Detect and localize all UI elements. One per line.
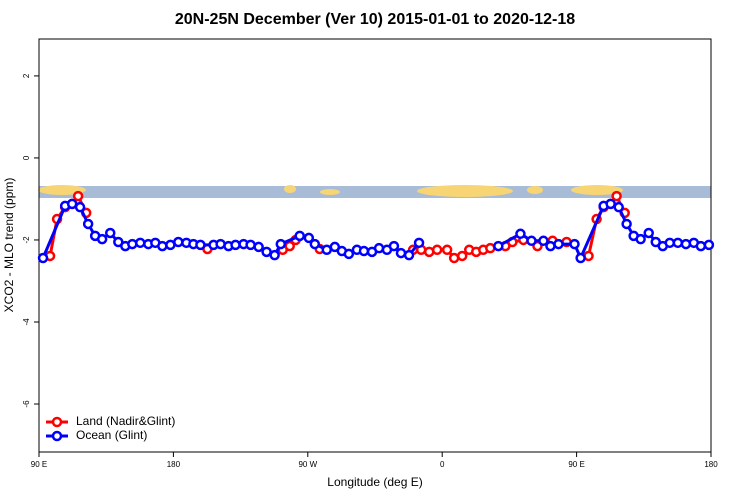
point	[575, 252, 586, 264]
point	[343, 248, 355, 260]
point	[569, 238, 580, 250]
point	[309, 238, 321, 250]
point	[695, 240, 707, 252]
point	[173, 236, 184, 248]
point	[441, 244, 453, 256]
point	[413, 237, 425, 249]
point	[104, 227, 116, 239]
point	[269, 249, 280, 261]
x-tick-label: 180	[167, 460, 181, 469]
point	[680, 238, 692, 250]
legend-label: Land (Nadir&Glint)	[76, 414, 175, 428]
x-tick-label: 180	[704, 460, 718, 469]
legend-marker	[51, 430, 63, 442]
point	[395, 247, 407, 259]
point	[664, 237, 676, 249]
point	[515, 228, 526, 240]
x-axis-label: Longitude (deg E)	[327, 475, 422, 489]
point	[127, 238, 138, 250]
point	[96, 233, 108, 245]
point	[613, 201, 624, 213]
point	[261, 246, 272, 258]
point	[672, 237, 684, 249]
x-tick-label: 90 E	[31, 460, 47, 469]
point	[245, 239, 256, 251]
point	[388, 240, 400, 252]
y-axis-label: XCO2 - MLO trend (ppm)	[2, 178, 16, 313]
point	[134, 237, 146, 249]
point	[284, 240, 295, 252]
point	[253, 241, 264, 253]
point	[538, 235, 549, 247]
point	[157, 240, 168, 252]
y-tick-label: -6	[22, 400, 31, 408]
point	[611, 190, 622, 202]
point	[431, 244, 443, 256]
point	[230, 239, 241, 251]
point	[82, 218, 94, 230]
point	[195, 239, 206, 251]
point	[358, 245, 370, 257]
point	[526, 235, 537, 247]
point	[635, 233, 646, 245]
x-tick-label: 90 E	[568, 460, 584, 469]
point	[448, 252, 460, 264]
map-strip	[38, 185, 711, 198]
point	[485, 242, 496, 254]
point	[605, 198, 616, 210]
legend-label: Ocean (Glint)	[76, 428, 147, 442]
point	[74, 201, 86, 213]
point	[275, 238, 287, 250]
point	[303, 232, 315, 244]
point	[37, 252, 49, 264]
y-tick-label: 0	[22, 155, 31, 160]
y-tick-label: -4	[22, 318, 31, 326]
point	[621, 218, 632, 230]
point	[294, 230, 305, 242]
point	[321, 244, 333, 256]
point	[643, 227, 654, 239]
chart-title: 20N-25N December (Ver 10) 2015-01-01 to …	[175, 11, 575, 28]
point	[493, 240, 504, 252]
point	[456, 250, 468, 262]
legend-marker	[51, 416, 63, 428]
y-tick-label: -2	[22, 236, 31, 244]
x-tick-label: 0	[440, 460, 445, 469]
point	[403, 249, 415, 261]
point	[703, 239, 715, 251]
y-tick-label: 2	[22, 73, 31, 78]
point	[545, 240, 556, 252]
point	[72, 190, 84, 202]
x-tick-label: 90 W	[298, 460, 317, 469]
point	[553, 238, 564, 250]
